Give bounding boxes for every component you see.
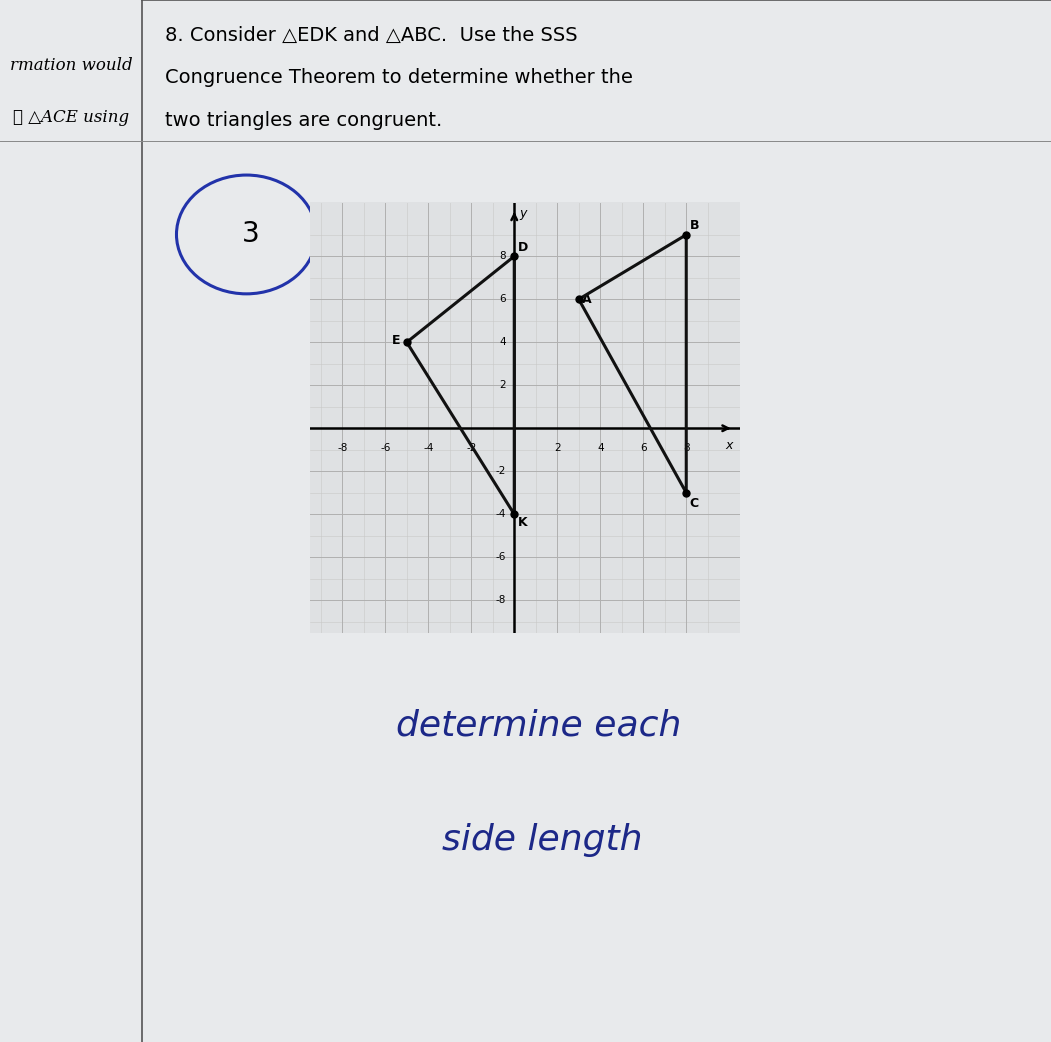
Text: x: x	[725, 439, 733, 452]
Text: -6: -6	[380, 443, 390, 453]
Text: D: D	[517, 241, 528, 254]
Text: 2: 2	[499, 380, 506, 391]
Text: 3: 3	[242, 221, 260, 248]
Text: ≅ △ACE using: ≅ △ACE using	[13, 109, 129, 126]
Text: -4: -4	[424, 443, 433, 453]
Text: B: B	[689, 219, 699, 231]
Text: -8: -8	[495, 595, 506, 605]
Text: -8: -8	[337, 443, 348, 453]
Text: 4: 4	[597, 443, 603, 453]
Text: 8: 8	[499, 251, 506, 262]
Text: two triangles are congruent.: two triangles are congruent.	[165, 111, 441, 130]
Text: A: A	[582, 293, 592, 305]
Text: rmation would: rmation would	[9, 57, 132, 74]
Text: -2: -2	[495, 466, 506, 476]
Text: 8: 8	[683, 443, 689, 453]
Text: 2: 2	[554, 443, 560, 453]
Text: -2: -2	[466, 443, 476, 453]
Text: 4: 4	[499, 338, 506, 347]
Text: 6: 6	[499, 294, 506, 304]
Text: determine each: determine each	[396, 709, 682, 743]
Text: C: C	[689, 497, 699, 510]
Text: -6: -6	[495, 552, 506, 563]
Text: 6: 6	[640, 443, 646, 453]
Text: Congruence Theorem to determine whether the: Congruence Theorem to determine whether …	[165, 68, 633, 86]
Text: y: y	[519, 206, 527, 220]
Text: -4: -4	[495, 510, 506, 519]
Text: side length: side length	[441, 823, 642, 858]
Text: 8. Consider △EDK and △ABC.  Use the SSS: 8. Consider △EDK and △ABC. Use the SSS	[165, 26, 577, 45]
Text: K: K	[517, 517, 528, 529]
Text: E: E	[392, 333, 400, 347]
